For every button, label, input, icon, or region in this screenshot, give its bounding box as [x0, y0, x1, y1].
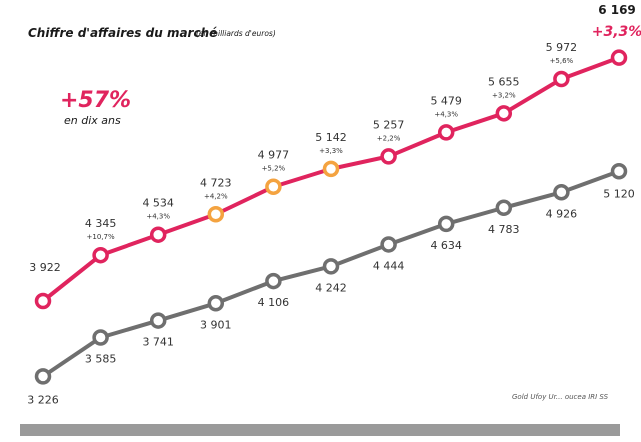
series-2-value-label-8: 4 783: [488, 223, 520, 236]
series-1-point-2: [149, 226, 167, 243]
series-1-value-label-8: 5 655: [488, 75, 520, 88]
series-1-value-label-3: 4 723: [200, 176, 232, 189]
series-2-point-5: [322, 258, 340, 275]
series-1-point-0: [34, 292, 52, 310]
series-2-point-9: [553, 184, 570, 201]
series-1-growth-label-4: +5,2%: [262, 165, 286, 173]
growth-callout-text: en dix ans: [64, 114, 121, 127]
series-1-value-label-5: 5 142: [315, 131, 347, 144]
series-2-point-10: [610, 163, 628, 180]
series-2-point-3: [207, 295, 225, 312]
series-2-point-8: [495, 199, 513, 217]
series-1-value-label-4: 4 977: [258, 149, 290, 162]
series-2-value-label-3: 3 901: [200, 318, 232, 331]
series-1-growth-label-9: +5,6%: [550, 57, 574, 65]
chart-subtitle: (en milliards d'euros): [196, 29, 276, 38]
series-2-point-1: [92, 329, 109, 346]
series-1-growth-label-10: +3,3%: [592, 24, 641, 40]
series-1-value-label-10: 6 169: [598, 3, 636, 17]
source-note: Gold Ufoy Ur... oucea IRI SS: [512, 393, 609, 401]
series-1-point-3: [207, 206, 225, 223]
series-1-value-label-6: 5 257: [373, 118, 405, 131]
series-1-point-10: [610, 49, 628, 66]
series-2-value-label-6: 4 444: [373, 259, 405, 272]
series-1-point-6: [380, 148, 397, 165]
series-2-point-6: [380, 236, 397, 253]
series-1-growth-label-8: +3,2%: [492, 91, 516, 99]
chart-title: Chiffre d'affaires du marché: [28, 26, 218, 40]
series-1-point-1: [92, 246, 109, 264]
series-1-value-label-7: 5 479: [430, 94, 462, 107]
series-2-point-0: [34, 368, 52, 385]
series-1-point-8: [495, 105, 513, 122]
series-1-value-label-2: 4 534: [142, 197, 174, 210]
series-2-value-label-4: 4 106: [258, 296, 290, 309]
series-1-value-label-1: 4 345: [85, 217, 117, 230]
series-1-value-label-9: 5 972: [546, 41, 578, 54]
series-1-value-label-0: 3 922: [29, 261, 61, 274]
series-2-value-label-0: 3 226: [27, 393, 59, 406]
series-2-value-label-7: 4 634: [430, 239, 462, 252]
series-1-growth-label-6: +2,2%: [377, 134, 401, 142]
series-2-point-7: [437, 215, 455, 233]
series-2-value-label-9: 4 926: [546, 207, 578, 220]
series-1-growth-label-1: +10,7%: [87, 233, 115, 241]
series-2-value-label-10: 5 120: [603, 187, 635, 200]
series-2-value-label-2: 3 741: [142, 336, 174, 349]
series-2-value-label-5: 4 242: [315, 281, 347, 294]
series-1-growth-label-2: +4,3%: [146, 213, 170, 221]
series-1-point-9: [553, 70, 570, 88]
series-1-point-7: [437, 124, 455, 141]
series-1-growth-label-3: +4,2%: [204, 192, 228, 200]
bottom-band: [20, 424, 620, 436]
series-2-point-2: [149, 312, 167, 329]
series-2-value-label-1: 3 585: [85, 352, 117, 365]
series-1-growth-label-7: +4,3%: [434, 110, 458, 118]
series-1-point-4: [265, 178, 282, 195]
series-1-growth-label-5: +3,3%: [319, 147, 343, 155]
series-1-point-5: [322, 160, 340, 178]
series-2-point-4: [265, 272, 282, 290]
growth-callout-value: +57%: [60, 88, 132, 113]
